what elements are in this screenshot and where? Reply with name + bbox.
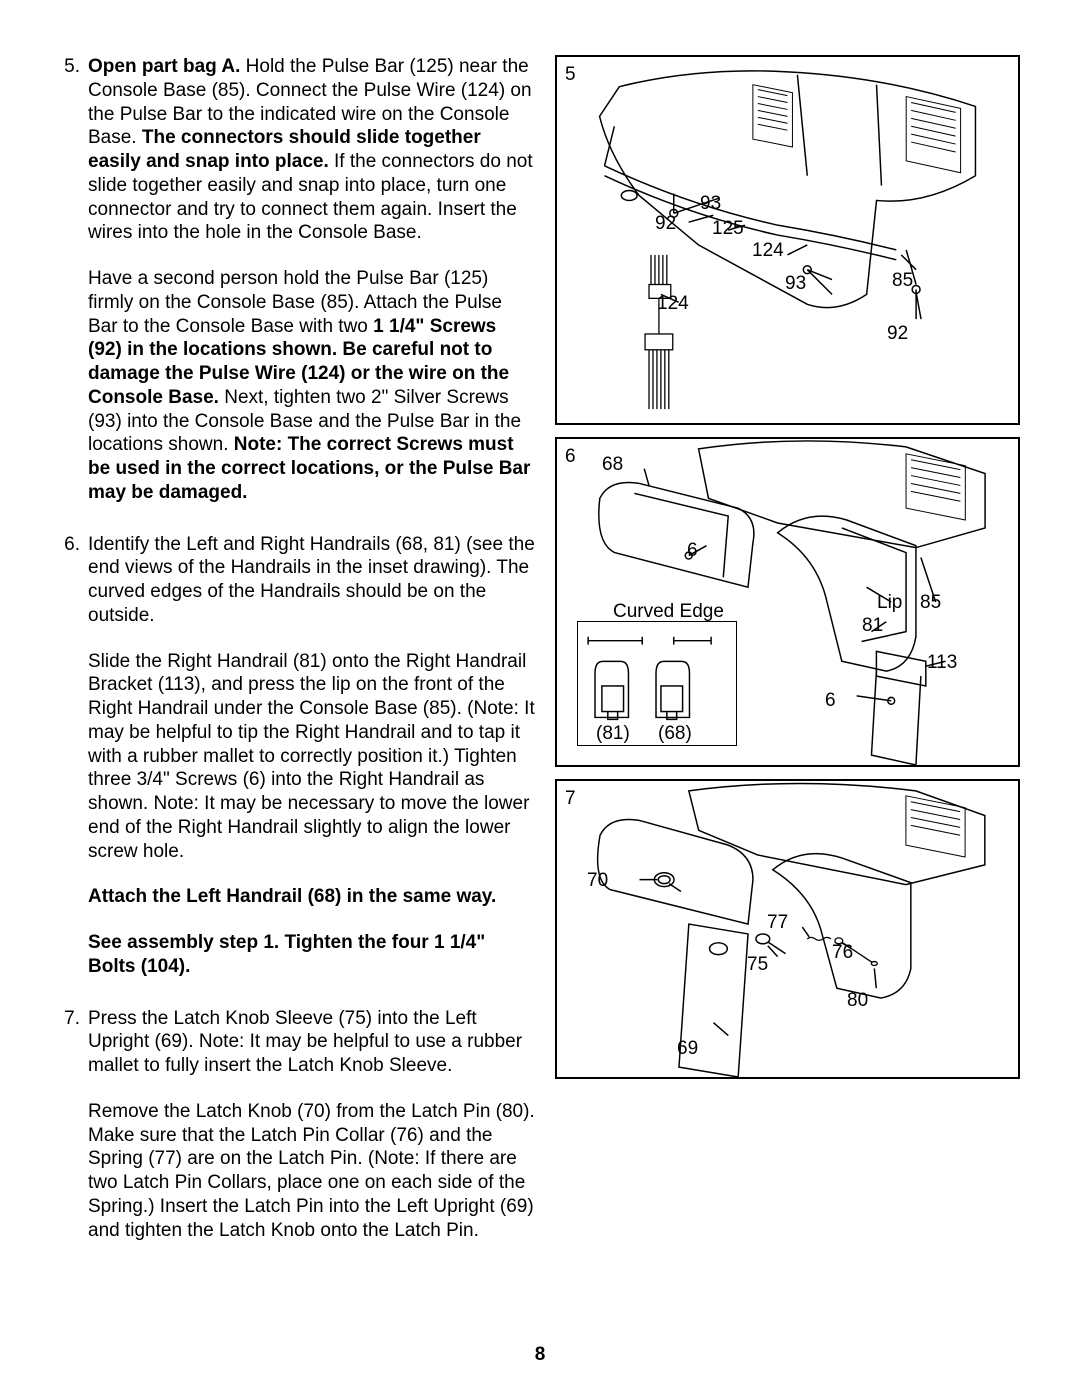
callout-label: 6 [687,539,698,563]
step-paragraph: Remove the Latch Knob (70) from the Latc… [88,1100,535,1243]
callout-label: 68 [602,453,623,477]
callout-label: 93 [700,192,721,216]
callout-label: 85 [920,591,941,615]
callout-label: Curved Edge [613,600,724,624]
callout-label: Lip [877,591,902,615]
callout-label: 70 [587,869,608,893]
step-paragraph: See assembly step 1. Tighten the four 1 … [88,931,535,979]
callout-label: 93 [785,272,806,296]
step-paragraph: Attach the Left Handrail (68) in the sam… [88,885,535,909]
step-paragraph: Press the Latch Knob Sleeve (75) into th… [88,1007,535,1078]
callout-label: 6 [825,689,836,713]
callout-label: 124 [752,239,784,263]
callout-label: (81) [596,722,630,746]
callout-label: 124 [657,292,689,316]
step-body: Press the Latch Knob Sleeve (75) into th… [88,1007,535,1243]
callout-label: (68) [658,722,692,746]
step-paragraph: Have a second person hold the Pulse Bar … [88,267,535,505]
step-number: 7. [60,1007,88,1243]
step-6: 6. Identify the Left and Right Handrails… [60,533,535,979]
callout-label: 92 [887,322,908,346]
step-5: 5. Open part bag A. Hold the Pulse Bar (… [60,55,535,505]
diagram-corner-number: 7 [565,787,576,811]
callout-label: 92 [655,212,676,236]
callout-label: 113 [927,651,957,675]
callout-label: 81 [862,614,883,638]
diagram-6: 6 [555,437,1020,767]
callout-label: 75 [747,953,768,977]
diagram-corner-number: 6 [565,445,576,469]
inset-drawing: Curved Edge (81) (68) [577,621,737,746]
diagram-5-svg [557,57,1018,423]
step-number: 6. [60,533,88,979]
step-body: Open part bag A. Hold the Pulse Bar (125… [88,55,535,505]
callout-label: 125 [712,217,744,241]
callout-label: 76 [832,941,853,965]
step-body: Identify the Left and Right Handrails (6… [88,533,535,979]
step-paragraph: Slide the Right Handrail (81) onto the R… [88,650,535,864]
step-7: 7. Press the Latch Knob Sleeve (75) into… [60,1007,535,1243]
diagram-7: 7 [555,779,1020,1079]
callout-label: 69 [677,1037,698,1061]
step-number: 5. [60,55,88,505]
step-paragraph: Identify the Left and Right Handrails (6… [88,533,535,628]
callout-label: 80 [847,989,868,1013]
diagram-corner-number: 5 [565,63,576,87]
callout-label: 85 [892,269,913,293]
page-number: 8 [0,1343,1080,1367]
diagram-5: 5 [555,55,1020,425]
instruction-text-column: 5. Open part bag A. Hold the Pulse Bar (… [60,55,535,1270]
diagram-column: 5 [555,55,1020,1270]
step-paragraph: Open part bag A. Hold the Pulse Bar (125… [88,55,535,245]
callout-label: 77 [767,911,788,935]
